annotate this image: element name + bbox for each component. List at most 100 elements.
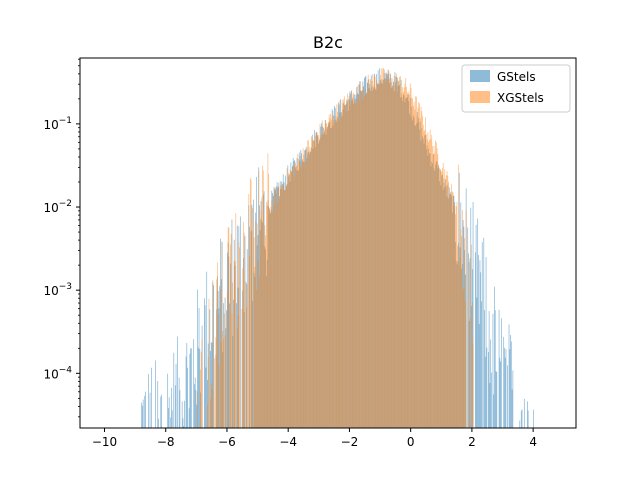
histogram-bar xyxy=(411,97,413,428)
histogram-bar xyxy=(408,91,410,428)
legend-label-gstels: GStels xyxy=(497,70,536,84)
histogram-bar xyxy=(527,410,529,428)
histogram-bar xyxy=(468,262,470,428)
histogram-bar xyxy=(432,154,434,428)
histogram-bar xyxy=(295,162,296,428)
histogram-bar xyxy=(188,408,190,428)
histogram-bar xyxy=(305,161,307,429)
histogram-bar xyxy=(427,131,429,428)
x-axis: −10 −8 −6 −4 −2 0 2 4 xyxy=(92,428,537,449)
histogram-bar xyxy=(142,405,143,428)
histogram-bar xyxy=(491,372,492,428)
histogram-bar xyxy=(208,298,210,428)
histogram-bar xyxy=(314,135,316,428)
histogram-bar xyxy=(467,227,469,428)
histogram-bar xyxy=(462,289,464,428)
histogram-bar xyxy=(479,260,481,428)
histogram-bar xyxy=(281,185,283,428)
histogram-bar xyxy=(486,347,488,428)
histogram-bar xyxy=(237,315,239,428)
histogram-bar xyxy=(328,121,329,428)
histogram-bar xyxy=(382,67,384,429)
histogram-bar xyxy=(170,417,172,428)
histogram-bar xyxy=(168,408,169,428)
histogram-bar xyxy=(504,347,505,428)
histogram-bar xyxy=(235,213,237,428)
histogram-bar xyxy=(438,167,440,428)
histogram-bar xyxy=(350,105,351,428)
histogram-bar xyxy=(236,328,238,428)
histogram-bar xyxy=(487,351,489,428)
histogram-bar xyxy=(298,161,300,428)
histogram-bar xyxy=(304,162,306,428)
histogram-bar xyxy=(279,188,281,428)
histogram-bar xyxy=(290,170,292,428)
histogram-bar xyxy=(312,140,314,428)
histogram-bar xyxy=(272,211,273,428)
histogram-bar xyxy=(488,311,490,428)
histogram-bar xyxy=(181,401,183,428)
histogram-bar xyxy=(255,220,257,428)
histogram-bar xyxy=(398,83,400,428)
histogram-bar xyxy=(407,94,409,428)
histogram-bar xyxy=(274,188,276,428)
histogram-bar xyxy=(498,309,500,428)
histogram-bar xyxy=(421,111,423,428)
histogram-bar xyxy=(340,112,342,428)
histogram-bar xyxy=(402,87,404,428)
histogram-bar xyxy=(416,115,418,429)
histogram-bar xyxy=(476,297,478,428)
histogram-bar xyxy=(452,192,454,428)
histogram-bar xyxy=(198,308,200,428)
histogram-bar xyxy=(448,196,450,428)
histogram-bar xyxy=(218,364,220,428)
histogram-bar xyxy=(301,163,302,428)
histogram-bar xyxy=(396,91,398,428)
histogram-bar xyxy=(492,313,494,428)
histogram-bar xyxy=(385,82,387,429)
histogram-bar xyxy=(356,98,358,429)
histogram-bar xyxy=(270,206,272,428)
histogram-bar xyxy=(361,90,363,428)
histogram-bar xyxy=(396,73,397,428)
histogram-bar xyxy=(419,118,421,428)
histogram-bar xyxy=(211,389,213,428)
histogram-bar xyxy=(268,173,270,428)
histogram-bar xyxy=(363,87,364,429)
legend-label-xgstels: XGStels xyxy=(497,91,544,105)
histogram-bar xyxy=(484,310,485,428)
histogram-bar xyxy=(378,84,380,428)
histogram-bar xyxy=(309,151,311,428)
histogram-bar xyxy=(379,80,381,428)
histogram-bar xyxy=(388,70,390,428)
histogram-bar xyxy=(414,109,416,429)
histogram-bar xyxy=(167,373,169,428)
histogram-bar xyxy=(222,330,224,428)
histogram-bar xyxy=(253,237,255,428)
histogram-bar xyxy=(412,105,414,429)
histogram-bar xyxy=(246,285,248,428)
histogram-bar xyxy=(478,255,479,428)
histogram-bar xyxy=(437,154,439,428)
histogram-bar xyxy=(401,93,403,428)
histogram-bar xyxy=(182,418,184,428)
histogram-bar xyxy=(248,194,250,428)
histogram-bar xyxy=(329,118,331,428)
histogram-bar xyxy=(227,227,229,428)
histogram-bar xyxy=(204,298,205,428)
histogram-bar xyxy=(269,208,270,428)
histogram-bar xyxy=(410,88,412,428)
histogram-bar xyxy=(239,216,241,428)
histogram-bar xyxy=(197,347,199,428)
histogram-bar xyxy=(458,164,459,428)
histogram-bar xyxy=(332,111,334,428)
histogram-bar xyxy=(271,200,273,428)
histogram-bar xyxy=(262,170,264,428)
histogram-bar xyxy=(362,98,364,429)
histogram-bar xyxy=(360,81,361,428)
histogram-bar xyxy=(347,93,348,428)
legend-swatch-gstels xyxy=(470,70,490,82)
histogram-bar xyxy=(207,380,208,428)
histogram-bar xyxy=(500,361,501,428)
histogram-bar xyxy=(521,409,523,428)
